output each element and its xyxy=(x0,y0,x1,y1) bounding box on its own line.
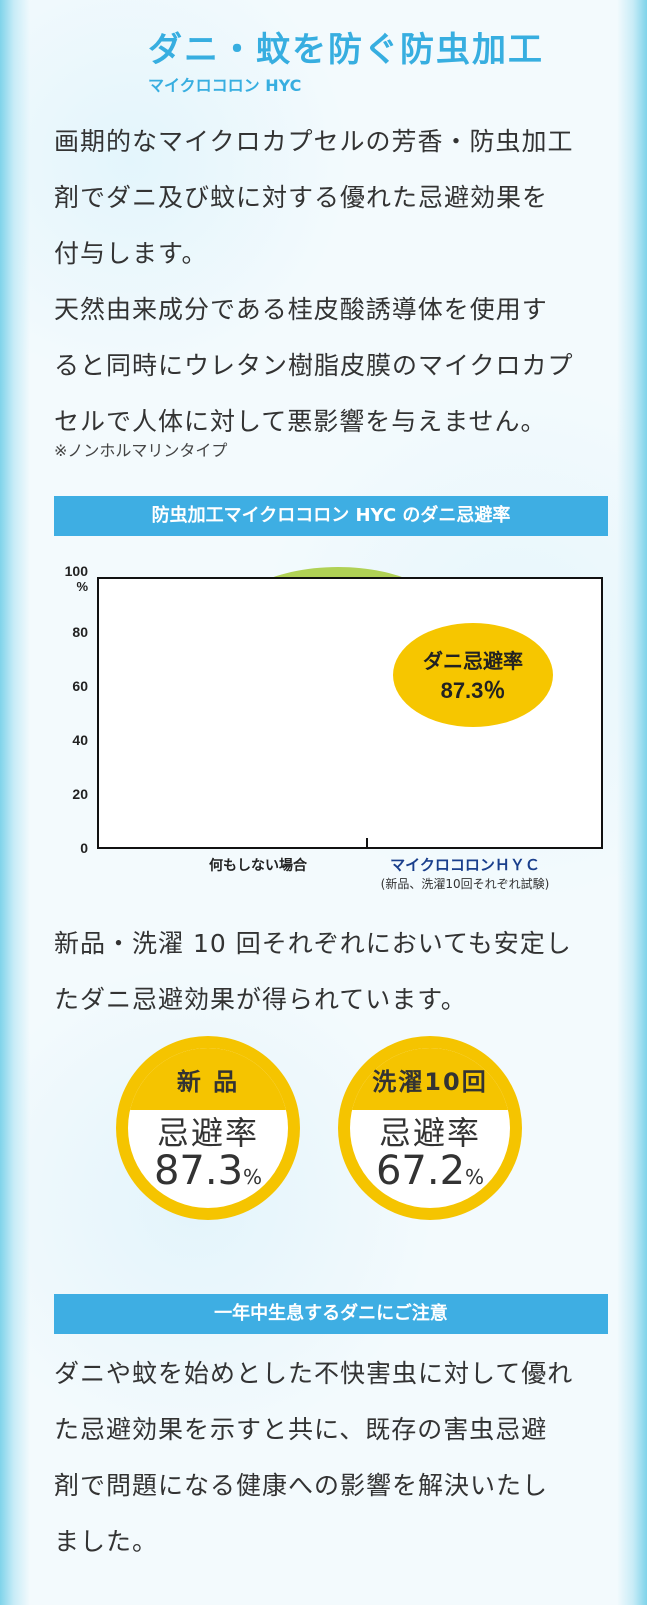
callout-bubble xyxy=(393,623,553,727)
result-line: たダニ忌避効果が得られています。 xyxy=(54,985,467,1014)
y-tick-label: 20 xyxy=(72,786,88,802)
chart-section-header: 防虫加工マイクロコロン HYC のダニ忌避率 xyxy=(54,496,608,536)
badge-label: 忌避率 xyxy=(378,1114,481,1152)
page-title: ダニ・蚊を防ぐ防虫加工 xyxy=(148,30,544,70)
badge-label: 忌避率 xyxy=(156,1114,259,1152)
x-tick-label: 何もしない場合 xyxy=(209,857,308,874)
callout-label: ダニ忌避率 xyxy=(423,649,523,673)
badge-top-band xyxy=(128,1048,288,1110)
intro-line: 天然由来成分である桂皮酸誘導体を使用す xyxy=(54,295,548,324)
y-tick-label: 60 xyxy=(72,678,88,694)
x-tick-note: (新品、洗濯10回それぞれ試験) xyxy=(381,876,550,891)
caution-paragraph: ダニや蚊を始めとした不快害虫に対して優れ た忌避効果を示すと共に、既存の害虫忌避… xyxy=(54,1346,614,1570)
badge-condition: 新 品 xyxy=(176,1068,240,1096)
caution-line: 剤で問題になる健康への影響を解決いたし xyxy=(54,1471,549,1500)
caution-line: ました。 xyxy=(54,1527,159,1556)
caution-section-header: 一年中生息するダニにご注意 xyxy=(54,1294,608,1334)
y-tick-label: 40 xyxy=(72,732,88,748)
result-line: 新品・洗濯 10 回それぞれにおいても安定し xyxy=(54,929,572,958)
page-subtitle: マイクロコロン HYC xyxy=(148,76,302,95)
callout-value: 87.3％ xyxy=(441,678,506,703)
result-paragraph: 新品・洗濯 10 回それぞれにおいても安定し たダニ忌避効果が得られています。 xyxy=(54,916,614,1028)
intro-line: セルで人体に対して悪影響を与えません。 xyxy=(54,407,547,436)
badge-value: 87.3% xyxy=(116,1148,300,1194)
chart-svg: 0 20 40 60 80 100% 何もしない場合 マイクロコロンＨＹＣ (新品、洗濯10回そ… xyxy=(65,563,603,891)
y-unit-label: % xyxy=(76,579,88,594)
intro-line: 付与します。 xyxy=(54,239,208,268)
caution-line: ダニや蚊を始めとした不快害虫に対して優れ xyxy=(54,1359,574,1388)
badge-unit: % xyxy=(243,1165,263,1189)
badge-number: 67.2 xyxy=(375,1148,466,1194)
badge-inner xyxy=(128,1048,288,1208)
repellency-chart: 0 20 40 60 80 100% 何もしない場合 マイクロコロンＨＹＣ (新品、洗濯10回そ… xyxy=(40,560,620,920)
y-tick-label: 100 xyxy=(65,563,89,579)
intro-line: 剤でダニ及び蚊に対する優れた忌避効果を xyxy=(54,183,549,212)
badge-top-band xyxy=(350,1048,510,1110)
badge-washed: 洗濯10回 忌避率 67.2% xyxy=(338,1036,522,1220)
badge-number: 87.3 xyxy=(153,1148,244,1194)
badge-inner xyxy=(350,1048,510,1208)
badge-unit: % xyxy=(465,1165,485,1189)
intro-paragraph: 画期的なマイクロカプセルの芳香・防虫加工 剤でダニ及び蚊に対する優れた忌避効果を… xyxy=(54,114,614,450)
intro-line: ると同時にウレタン樹脂皮膜のマイクロカプ xyxy=(54,351,574,380)
y-tick-label: 0 xyxy=(80,840,88,856)
intro-line: 画期的なマイクロカプセルの芳香・防虫加工 xyxy=(54,127,574,156)
badge-new: 新 品 忌避率 87.3% xyxy=(116,1036,300,1220)
badge-condition: 洗濯10回 xyxy=(372,1068,488,1096)
formaldehyde-note: ※ノンホルマリンタイプ xyxy=(54,441,228,460)
caution-line: た忌避効果を示すと共に、既存の害虫忌避 xyxy=(54,1415,548,1444)
x-tick-label: マイクロコロンＨＹＣ xyxy=(390,856,540,874)
y-tick-label: 80 xyxy=(72,624,88,640)
badge-value: 67.2% xyxy=(338,1148,522,1194)
